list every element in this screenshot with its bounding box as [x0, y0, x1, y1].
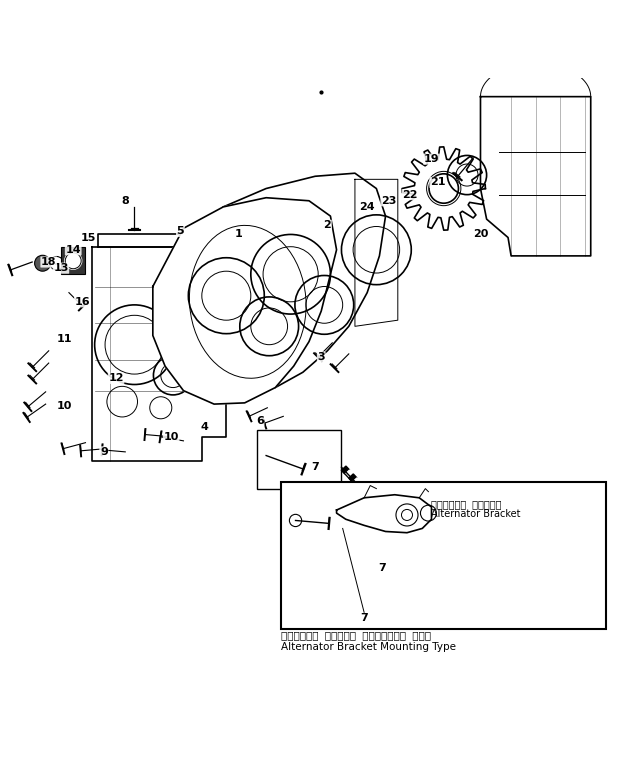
- Text: 6: 6: [256, 416, 264, 426]
- Text: 9: 9: [100, 447, 108, 457]
- Text: 8: 8: [121, 196, 129, 206]
- Text: 13: 13: [53, 263, 69, 273]
- Text: 18: 18: [41, 257, 56, 267]
- Text: 2: 2: [323, 220, 331, 230]
- Text: オルタネータ ブラケット: オルタネータ ブラケット: [431, 499, 502, 509]
- Polygon shape: [91, 247, 226, 461]
- Text: 7: 7: [311, 462, 319, 472]
- Text: 4: 4: [201, 422, 209, 432]
- Text: Alternator Bracket: Alternator Bracket: [431, 509, 521, 519]
- Text: 15: 15: [81, 232, 96, 242]
- Circle shape: [64, 251, 82, 270]
- Polygon shape: [352, 478, 361, 486]
- Text: 11: 11: [56, 334, 72, 344]
- Text: 24: 24: [360, 202, 375, 212]
- Polygon shape: [360, 486, 368, 494]
- Text: 19: 19: [424, 154, 439, 164]
- Polygon shape: [355, 179, 398, 326]
- Text: 12: 12: [108, 374, 124, 384]
- Polygon shape: [480, 97, 591, 256]
- Polygon shape: [337, 494, 431, 533]
- Text: 5: 5: [177, 226, 184, 236]
- Text: 7: 7: [360, 614, 368, 624]
- Bar: [257, 431, 342, 488]
- Bar: [61, 247, 85, 275]
- Polygon shape: [153, 198, 337, 404]
- Polygon shape: [217, 173, 386, 391]
- Text: Alternator Bracket Mounting Type: Alternator Bracket Mounting Type: [281, 641, 457, 651]
- Polygon shape: [349, 474, 357, 482]
- Bar: [281, 482, 606, 630]
- Text: 23: 23: [381, 196, 396, 206]
- Polygon shape: [345, 470, 353, 478]
- Text: 7: 7: [379, 563, 386, 573]
- Text: 1: 1: [235, 229, 242, 239]
- Text: 20: 20: [473, 229, 488, 239]
- Text: 22: 22: [402, 190, 418, 200]
- Polygon shape: [363, 490, 371, 498]
- Text: 3: 3: [318, 352, 325, 362]
- Text: 10: 10: [56, 401, 72, 411]
- Text: 16: 16: [75, 297, 90, 307]
- Polygon shape: [342, 466, 350, 474]
- Text: 10: 10: [164, 431, 179, 441]
- Text: 14: 14: [66, 245, 81, 255]
- Polygon shape: [356, 482, 364, 490]
- Circle shape: [35, 255, 51, 271]
- Text: 21: 21: [430, 178, 446, 188]
- Text: オルタネータ ブラケット マウンティング タイプ: オルタネータ ブラケット マウンティング タイプ: [281, 631, 431, 641]
